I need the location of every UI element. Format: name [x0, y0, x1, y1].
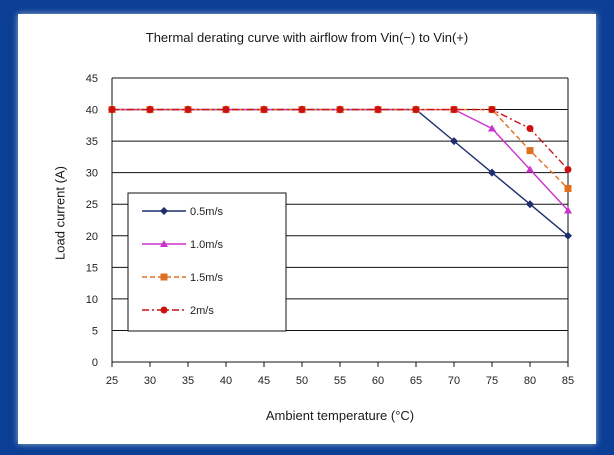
legend-marker — [160, 207, 168, 215]
x-tick-label: 50 — [296, 375, 308, 387]
y-tick-label: 25 — [86, 199, 98, 211]
y-tick-label: 40 — [86, 105, 98, 117]
data-point — [526, 200, 534, 209]
x-tick-label: 80 — [524, 375, 536, 387]
y-tick-label: 45 — [86, 73, 98, 85]
data-point — [450, 106, 458, 114]
y-tick-label: 0 — [92, 357, 98, 369]
data-point — [488, 106, 496, 114]
series-line-3 — [112, 108, 569, 170]
x-tick-label: 70 — [448, 375, 460, 387]
legend-label: 0.5m/s — [190, 206, 224, 218]
x-tick-label: 85 — [562, 375, 574, 387]
data-point — [298, 106, 306, 114]
series-line-2 — [112, 108, 569, 189]
data-point — [108, 106, 116, 114]
data-point — [564, 206, 572, 214]
legend-label: 1.5m/s — [190, 272, 224, 284]
legend-marker — [160, 273, 168, 281]
chart-title: Thermal derating curve with airflow from… — [145, 30, 469, 45]
data-point — [526, 165, 534, 173]
legend-box — [127, 192, 287, 332]
data-point — [412, 106, 420, 114]
x-tick-label: 35 — [182, 375, 194, 387]
x-tick-label: 30 — [144, 375, 156, 387]
x-tick-label: 60 — [372, 375, 384, 387]
data-point — [450, 137, 458, 146]
data-point — [564, 231, 572, 240]
x-tick-label: 45 — [258, 375, 270, 387]
data-point — [488, 124, 496, 132]
legend-label: 1.0m/s — [190, 239, 224, 251]
legend-marker — [160, 306, 168, 314]
y-tick-label: 35 — [86, 136, 98, 148]
data-point — [526, 124, 534, 132]
data-point — [374, 106, 382, 114]
legend-label: 2m/s — [190, 305, 214, 317]
y-tick-label: 30 — [86, 168, 98, 180]
data-point — [222, 106, 230, 114]
data-point — [564, 166, 572, 174]
data-point — [336, 106, 344, 114]
data-point — [146, 106, 154, 114]
data-point — [564, 184, 572, 192]
y-tick-label: 5 — [92, 325, 98, 337]
data-point — [488, 168, 496, 177]
x-tick-label: 65 — [410, 375, 422, 387]
y-tick-label: 20 — [86, 231, 98, 243]
data-point — [184, 106, 192, 114]
data-point — [260, 106, 268, 114]
data-point — [526, 147, 534, 155]
y-tick-label: 15 — [86, 262, 98, 274]
x-tick-label: 25 — [106, 375, 118, 387]
y-tick-label: 10 — [86, 294, 98, 306]
chart-panel — [18, 14, 596, 444]
x-axis-label: Ambient temperature (°C) — [265, 408, 415, 423]
legend-marker — [160, 240, 168, 247]
x-tick-label: 40 — [220, 375, 232, 387]
x-tick-label: 55 — [334, 375, 346, 387]
x-tick-label: 75 — [486, 375, 498, 387]
